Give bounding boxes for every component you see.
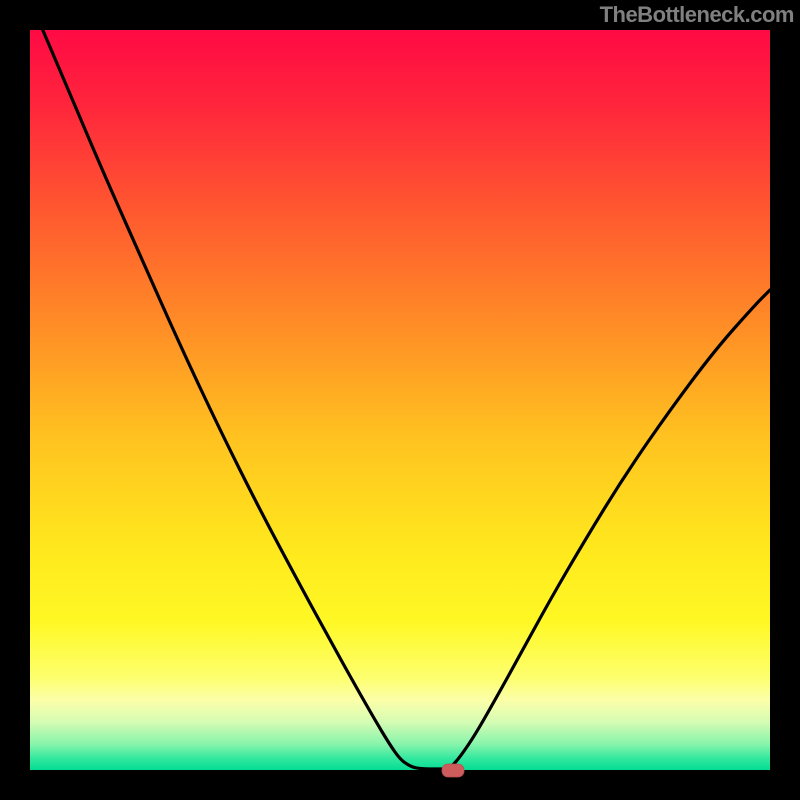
chart-svg [0, 0, 800, 800]
chart-plot-area [30, 30, 770, 770]
watermark-label: TheBottleneck.com [600, 2, 794, 28]
optimum-marker [442, 764, 464, 777]
chart-canvas: TheBottleneck.com [0, 0, 800, 800]
